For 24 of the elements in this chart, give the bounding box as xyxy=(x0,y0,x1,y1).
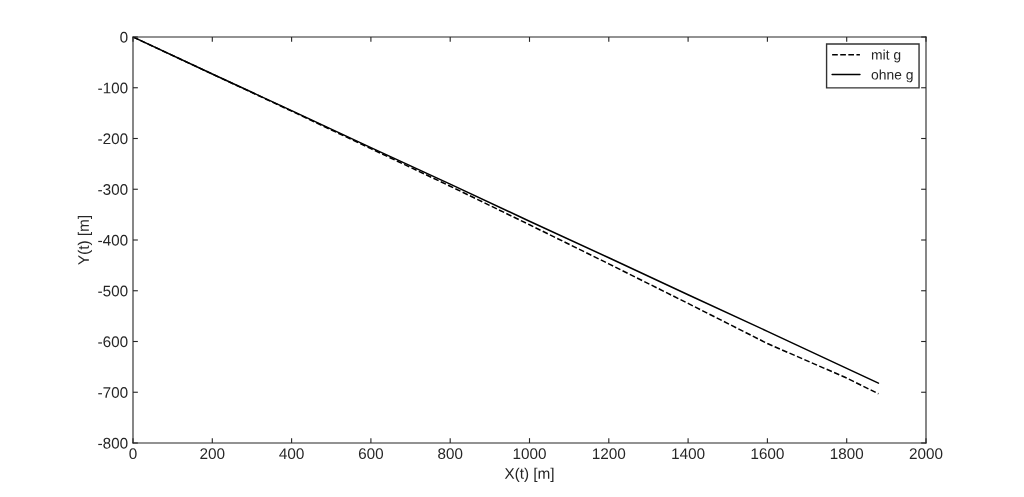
x-tick-label: 800 xyxy=(438,448,463,460)
x-tick-label: 600 xyxy=(358,448,384,460)
x-tick-label: 1400 xyxy=(672,448,705,460)
x-tick-label: 200 xyxy=(200,448,225,460)
y-tick-label: -100 xyxy=(98,82,128,94)
legend-label: ohne g xyxy=(871,69,913,83)
y-tick-label: -700 xyxy=(98,387,128,398)
y-axis-title: Y(t) [m] xyxy=(77,216,93,265)
x-tick-label: 400 xyxy=(279,448,304,460)
y-tick-label: -600 xyxy=(98,336,128,348)
x-tick-label: 1200 xyxy=(592,448,626,460)
y-tick-label: -800 xyxy=(98,437,128,449)
x-tick-label: 2000 xyxy=(909,448,943,460)
y-tick-label: -400 xyxy=(98,234,128,246)
x-tick-label: 1600 xyxy=(751,448,784,460)
y-tick-label: -500 xyxy=(98,285,128,297)
x-tick-label: 1000 xyxy=(513,448,546,460)
y-tick-label: 0 xyxy=(120,31,128,43)
x-axis-title: X(t) [m] xyxy=(504,467,554,482)
x-tick-label: 1800 xyxy=(830,448,864,460)
x-tick-label: 0 xyxy=(129,448,137,460)
legend-label: mit g xyxy=(871,49,901,63)
y-tick-label: -200 xyxy=(98,133,128,145)
y-tick-label: -300 xyxy=(98,184,128,195)
